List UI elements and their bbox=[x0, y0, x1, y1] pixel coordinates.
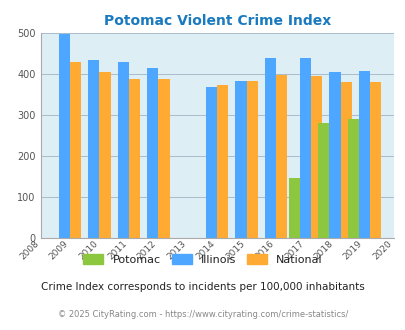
Bar bbox=[117, 62, 128, 238]
Bar bbox=[158, 79, 169, 238]
Bar bbox=[99, 72, 111, 238]
Bar bbox=[246, 81, 257, 238]
Bar bbox=[128, 79, 140, 238]
Bar bbox=[310, 76, 322, 238]
Bar bbox=[264, 58, 275, 238]
Bar bbox=[205, 87, 217, 238]
Bar bbox=[59, 34, 70, 238]
Bar bbox=[288, 178, 299, 238]
Legend: Potomac, Illinois, National: Potomac, Illinois, National bbox=[79, 250, 326, 269]
Title: Potomac Violent Crime Index: Potomac Violent Crime Index bbox=[103, 14, 330, 28]
Bar bbox=[70, 62, 81, 238]
Bar bbox=[358, 71, 369, 238]
Bar bbox=[88, 60, 99, 238]
Bar bbox=[299, 58, 310, 238]
Bar bbox=[328, 72, 340, 238]
Bar bbox=[275, 75, 287, 238]
Text: © 2025 CityRating.com - https://www.cityrating.com/crime-statistics/: © 2025 CityRating.com - https://www.city… bbox=[58, 310, 347, 319]
Text: Crime Index corresponds to incidents per 100,000 inhabitants: Crime Index corresponds to incidents per… bbox=[41, 282, 364, 292]
Bar bbox=[347, 119, 358, 238]
Bar bbox=[147, 68, 158, 238]
Bar bbox=[217, 85, 228, 238]
Bar bbox=[340, 82, 351, 238]
Bar bbox=[318, 123, 328, 238]
Bar bbox=[369, 82, 380, 238]
Bar bbox=[235, 81, 246, 238]
